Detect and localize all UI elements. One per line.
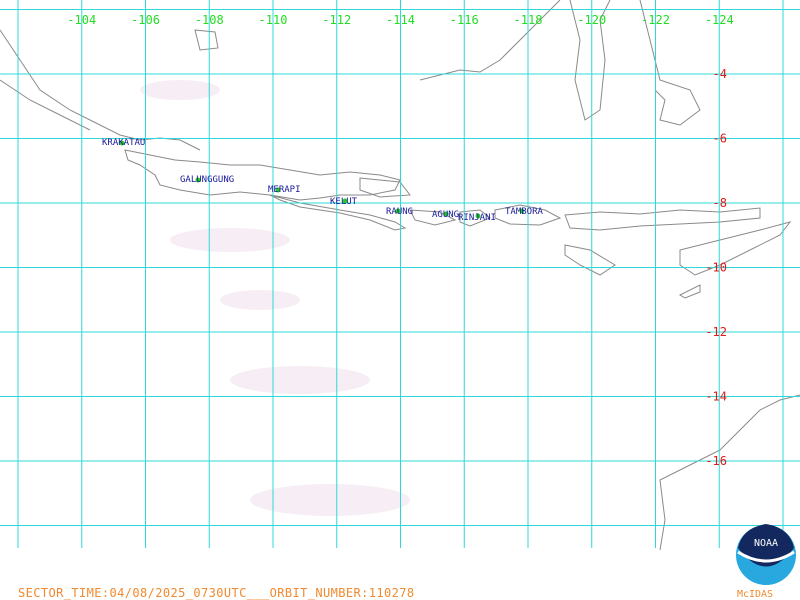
volcano-label: TAMBORA	[505, 207, 544, 217]
volcano-marker	[443, 211, 449, 217]
volcano-label: RAUNG	[386, 207, 413, 217]
sector-info: SECTOR_TIME:04/08/2025_0730UTC___ORBIT_N…	[18, 586, 414, 600]
logo-name: NOAA	[754, 538, 778, 549]
latitude-label: -10	[705, 261, 727, 275]
longitude-label: -120	[577, 13, 606, 27]
longitude-label: -110	[259, 13, 288, 27]
longitude-label: -106	[131, 13, 160, 27]
longitude-label: -122	[641, 13, 670, 27]
volcano-marker	[119, 140, 125, 146]
latitude-label: -16	[705, 454, 727, 468]
longitude-label: -108	[195, 13, 224, 27]
longitude-label: -124	[705, 13, 734, 27]
graticule	[0, 0, 800, 548]
longitude-label: -114	[386, 13, 415, 27]
volcano-marker	[475, 213, 481, 219]
volcano-label: KELUT	[330, 197, 358, 207]
volcano-marker	[195, 177, 201, 183]
volcano-label: MERAPI	[268, 185, 301, 195]
logo-caption: McIDAS	[737, 589, 773, 600]
volcano-marker	[275, 187, 281, 193]
latitude-label: -14	[705, 390, 727, 404]
longitude-label: -118	[514, 13, 543, 27]
volcano-marker	[519, 208, 525, 214]
clouds	[140, 80, 410, 516]
labels: -104 -106 -108 -110 -112 -114 -116 -118 -120 -122…	[67, 13, 733, 468]
noaa-logo: NOAA McIDAS	[736, 524, 796, 600]
latitude-label: -12	[705, 325, 727, 339]
longitude-label: -104	[67, 13, 96, 27]
volcano-label: KRAKATAU	[102, 138, 145, 148]
latitude-label: -8	[713, 196, 727, 210]
volcano-marker	[342, 198, 348, 204]
volcano-label: GALUNGGUNG	[180, 175, 234, 185]
volcano-label: RINJANI	[458, 213, 496, 223]
volcano-marker	[395, 208, 401, 214]
longitude-label: -116	[450, 13, 479, 27]
latitude-label: -4	[713, 67, 727, 81]
volcano-label: AGUNG	[432, 210, 459, 220]
longitude-label: -112	[322, 13, 351, 27]
latitude-label: -6	[713, 132, 727, 146]
